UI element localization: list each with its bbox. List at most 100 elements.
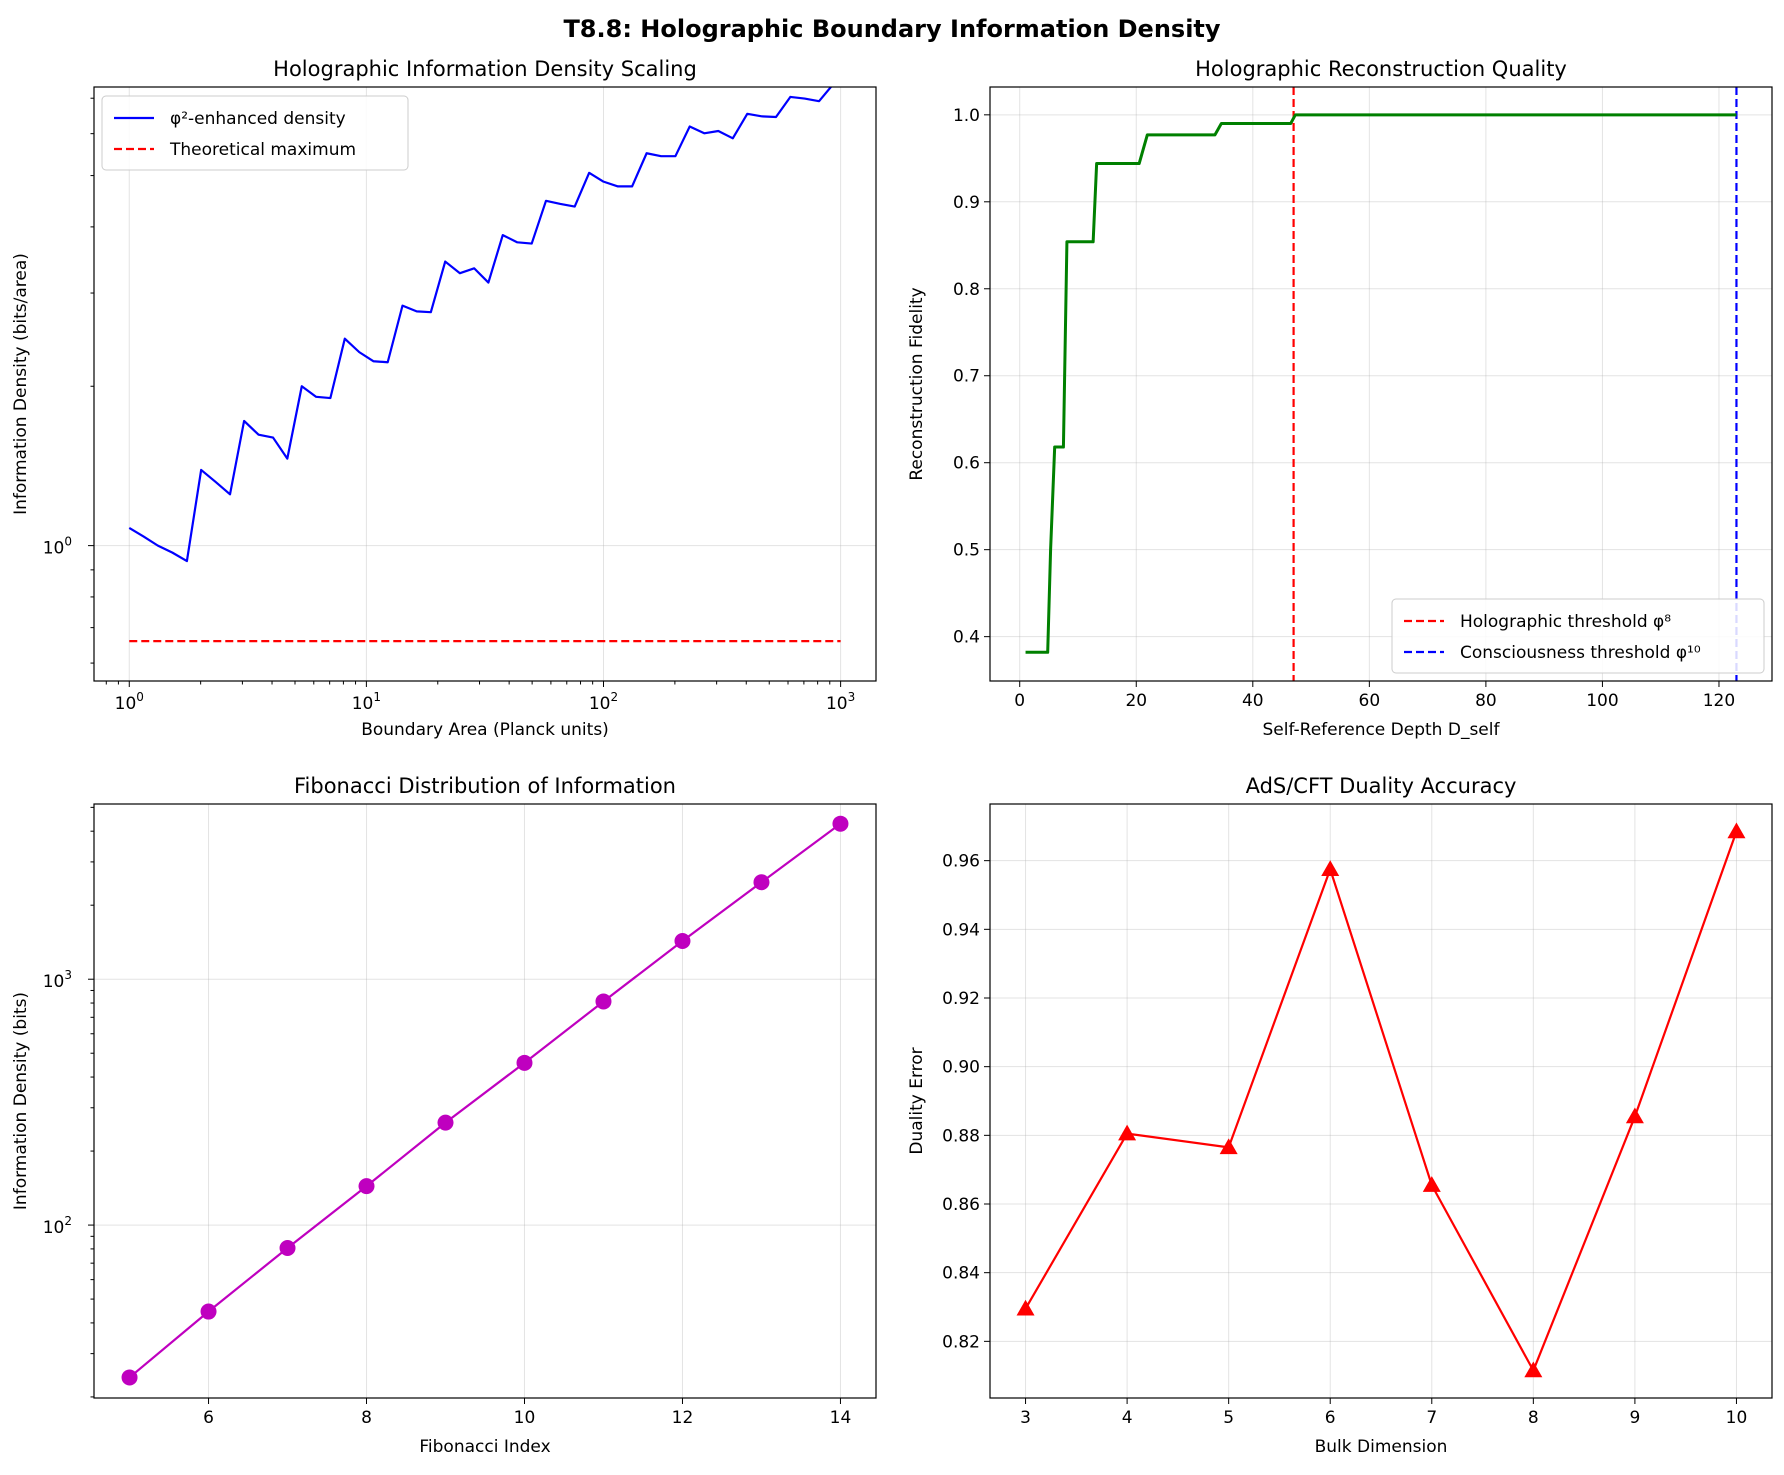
y-tick-label: 102 [43, 1214, 72, 1238]
chart-title: AdS/CFT Duality Accuracy [1246, 774, 1517, 798]
x-tick-label: 101 [352, 690, 381, 714]
x-tick-label-exp: 2 [611, 690, 619, 704]
panel-density-scaling: Holographic Information Density Scaling B… [11, 57, 877, 740]
x-tick-label: 40 [1242, 691, 1264, 711]
x-tick-label: 4 [1122, 1408, 1133, 1428]
data-point [595, 993, 612, 1010]
x-tick-label: 80 [1475, 691, 1497, 711]
y-axis-label: Information Density (bits) [11, 992, 31, 1210]
y-axis: 0.4 0.5 0.6 0.7 0.8 0.9 1.0 [953, 106, 990, 648]
y-tick-label: 0.88 [942, 1126, 980, 1146]
x-tick-label-exp: 3 [848, 690, 856, 704]
y-tick-label: 0.9 [953, 193, 980, 213]
y-tick-label-exp: 2 [64, 1214, 72, 1228]
x-tick-label: 102 [589, 690, 618, 714]
x-axis: 6 8 10 12 14 [203, 1398, 851, 1428]
data-point [200, 1303, 217, 1320]
data-point [1727, 822, 1746, 839]
series-line-0 [1025, 113, 1737, 654]
x-tick-label: 8 [361, 1408, 372, 1428]
y-tick-label-base: 10 [43, 539, 65, 559]
grid-lines [990, 804, 1772, 1398]
panel-reconstruction-quality: Holographic Reconstruction Quality Self-R… [907, 57, 1773, 740]
legend-box [101, 95, 409, 171]
x-tick-label-base: 10 [352, 694, 374, 714]
x-axis: 100 101 102 103 [105, 681, 855, 714]
y-tick-label: 0.90 [942, 1058, 980, 1078]
plot-area [128, 87, 841, 643]
legend-label: Consciousness threshold φ¹⁰ [1460, 643, 1701, 663]
y-tick-label-exp: 3 [64, 968, 72, 982]
panel-fibonacci-distribution: Fibonacci Distribution of Information Fib… [11, 774, 877, 1457]
x-tick-label: 120 [1703, 691, 1735, 711]
y-tick-label-exp: 0 [64, 535, 72, 549]
data-point [1118, 1124, 1137, 1141]
data-point [1422, 1176, 1441, 1192]
data-point [753, 874, 770, 891]
x-tick-label: 8 [1528, 1408, 1539, 1428]
x-tick-label: 7 [1426, 1408, 1437, 1428]
legend-box [1391, 598, 1765, 674]
x-tick-label-base: 10 [826, 694, 848, 714]
chart-title: Holographic Reconstruction Quality [1195, 57, 1567, 81]
data-point [1524, 1361, 1543, 1378]
figure-suptitle: T8.8: Holographic Boundary Information D… [563, 15, 1220, 43]
axes-frame [989, 803, 1773, 1399]
x-tick-label: 20 [1125, 691, 1147, 711]
axes-frame [93, 803, 877, 1399]
y-tick-label: 0.7 [953, 367, 980, 387]
series-line-0 [128, 822, 842, 1379]
axes-frame [989, 86, 1773, 682]
x-tick-label: 103 [826, 690, 855, 714]
plot-area [128, 822, 842, 1379]
data-point [674, 933, 691, 950]
data-point [516, 1054, 533, 1071]
y-axis: 0.82 0.84 0.86 0.88 0.90 0.92 0.94 0.96 [942, 852, 990, 1352]
data-point [437, 1114, 454, 1131]
data-point [1016, 1299, 1035, 1316]
y-tick-label: 0.4 [953, 628, 980, 648]
y-tick-label: 0.94 [942, 920, 980, 940]
x-tick-label: 14 [830, 1408, 852, 1428]
y-axis-label: Duality Error [907, 1047, 927, 1154]
y-tick-label: 0.84 [942, 1264, 980, 1284]
x-tick-label: 60 [1359, 691, 1381, 711]
y-tick-label: 0.96 [942, 852, 980, 872]
y-axis-label: Reconstruction Fidelity [907, 287, 927, 480]
data-point [1625, 1107, 1644, 1124]
chart-title: Holographic Information Density Scaling [273, 57, 697, 81]
data-point [1321, 860, 1340, 876]
x-tick-label: 5 [1223, 1408, 1234, 1428]
axes-frame [93, 86, 877, 682]
y-tick-label: 1.0 [953, 106, 980, 126]
x-axis-label: Bulk Dimension [1315, 1437, 1448, 1457]
x-axis-label: Boundary Area (Planck units) [361, 720, 609, 740]
y-tick-label: 0.6 [953, 454, 980, 474]
x-tick-label: 100 [115, 690, 144, 714]
data-point [121, 1369, 138, 1386]
plot-area [1024, 831, 1738, 1372]
y-tick-label-base: 10 [43, 972, 65, 992]
y-axis: 100 [43, 97, 94, 664]
chart-title: Fibonacci Distribution of Information [294, 774, 676, 798]
y-tick-label: 100 [43, 535, 72, 559]
plot-area [1025, 87, 1738, 681]
legend-label: Theoretical maximum [169, 140, 356, 160]
x-tick-label-base: 10 [589, 694, 611, 714]
y-tick-label-base: 10 [43, 1218, 65, 1238]
data-point [832, 815, 849, 832]
series-line-0 [1024, 831, 1738, 1372]
x-tick-label: 0 [1014, 691, 1025, 711]
x-tick-label-base: 10 [115, 694, 137, 714]
x-tick-label-exp: 0 [136, 690, 144, 704]
data-point [358, 1178, 375, 1195]
x-tick-label: 12 [672, 1408, 694, 1428]
y-tick-label: 0.5 [953, 541, 980, 561]
x-axis: 0 20 40 60 80 100 120 [1014, 681, 1735, 711]
series-line-0 [128, 87, 833, 563]
y-axis-label: Information Density (bits/area) [11, 253, 31, 515]
x-tick-label: 3 [1020, 1408, 1031, 1428]
panel-ads-cft-accuracy: AdS/CFT Duality Accuracy Bulk Dimension Du… [907, 774, 1773, 1457]
